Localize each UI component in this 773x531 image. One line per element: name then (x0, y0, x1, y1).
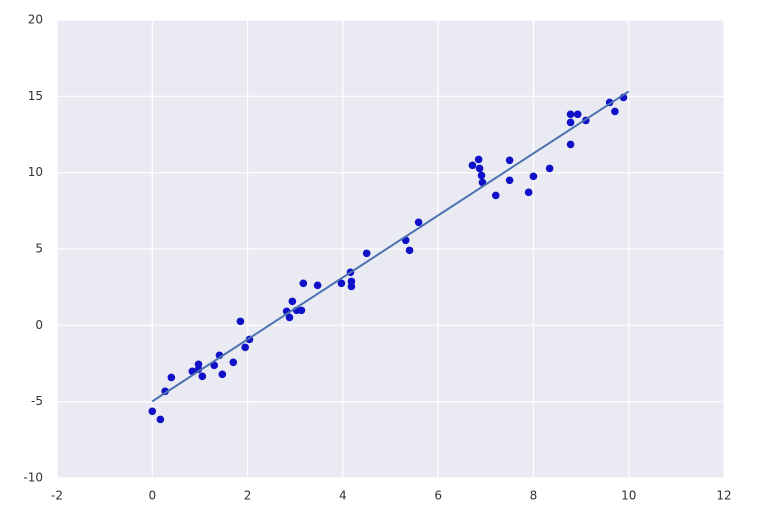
point (241, 343, 249, 352)
x-tick-label: 2 (244, 489, 252, 503)
point (337, 279, 346, 288)
point (611, 107, 619, 116)
point (491, 191, 500, 200)
point (347, 282, 356, 291)
point (468, 161, 477, 170)
x-tick-label: 0 (148, 489, 156, 503)
point (505, 176, 514, 185)
point (285, 313, 294, 322)
point (198, 372, 207, 381)
x-tick-label: 6 (434, 489, 442, 503)
point (156, 415, 165, 424)
point (477, 171, 486, 180)
point (405, 246, 414, 255)
point (566, 110, 575, 119)
point (236, 317, 245, 326)
point (288, 297, 297, 306)
y-tick-label: 5 (35, 242, 43, 256)
point (475, 164, 484, 173)
point (566, 118, 575, 127)
y-tick-label: 15 (28, 89, 43, 103)
point (218, 370, 227, 379)
point (313, 281, 322, 290)
point (505, 156, 514, 165)
y-tick-label: -5 (31, 394, 43, 408)
point (167, 373, 176, 382)
point (474, 155, 483, 164)
point (148, 407, 157, 416)
point (297, 306, 306, 315)
point (529, 172, 538, 181)
point (566, 140, 575, 149)
point (362, 249, 371, 258)
point (524, 188, 533, 197)
point (229, 358, 238, 367)
point (545, 164, 554, 173)
fit-line (151, 90, 630, 403)
x-tick-label: -2 (51, 489, 63, 503)
point (299, 279, 308, 288)
point (573, 110, 582, 119)
y-tick-label: -10 (23, 471, 43, 485)
y-tick-label: 0 (35, 318, 43, 332)
y-tick-label: 20 (28, 13, 43, 27)
y-tick-label: 10 (28, 165, 43, 179)
point (414, 218, 423, 227)
x-tick-label: 12 (716, 489, 731, 503)
x-tick-label: 4 (339, 489, 347, 503)
x-tick-label: 8 (530, 489, 538, 503)
x-tick-label: 10 (621, 489, 636, 503)
